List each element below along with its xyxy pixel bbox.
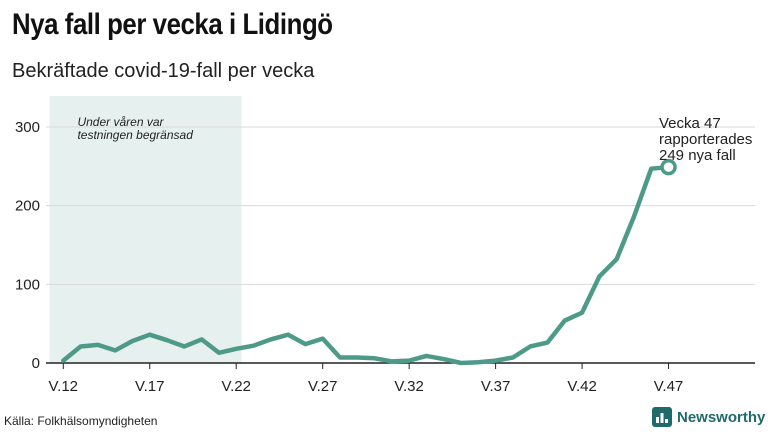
annotation-text-line: Vecka 47: [659, 115, 721, 132]
y-tick-label: 200: [15, 198, 40, 215]
y-tick-label: 0: [32, 355, 40, 372]
x-tick-label: V.42: [567, 378, 596, 395]
x-tick-label: V.17: [135, 378, 164, 395]
shaded-region-label: Under våren var testningen begränsad: [77, 115, 193, 142]
source-credit: Källa: Folkhälsomyndigheten: [4, 414, 158, 428]
axes: 0 100 200 300 V.12 V.17 V.22 V.27 V.32 V.37 V.42 V.…: [15, 119, 755, 395]
annotation-marker: [660, 158, 677, 176]
y-tick-label: 100: [15, 276, 40, 293]
chart-subtitle: Bekräftade covid-19-fall per vecka: [12, 60, 315, 82]
shaded-region: [49, 96, 242, 363]
bar-chart-logo-icon: [652, 407, 672, 427]
chart-title: Nya fall per vecka i Lidingö: [12, 8, 333, 41]
brand-name: Newsworthy: [677, 408, 766, 426]
x-tick-label: V.32: [394, 378, 423, 395]
annotation-text-line: rapporterades: [659, 131, 752, 148]
series-line: [61, 164, 671, 366]
x-tick-label: V.22: [221, 378, 250, 395]
brand-logo[interactable]: Newsworthy: [652, 407, 765, 427]
series-layer: [61, 164, 671, 366]
x-tick-label: V.47: [654, 378, 683, 395]
shaded-region-layer: Under våren var testningen begränsad: [49, 96, 242, 363]
x-tick-label: V.27: [308, 378, 337, 395]
x-tick-label: V.37: [481, 378, 510, 395]
x-tick-label: V.12: [49, 378, 78, 395]
annotation-text-line: 249 nya fall: [659, 147, 736, 164]
y-tick-label: 300: [15, 119, 40, 136]
